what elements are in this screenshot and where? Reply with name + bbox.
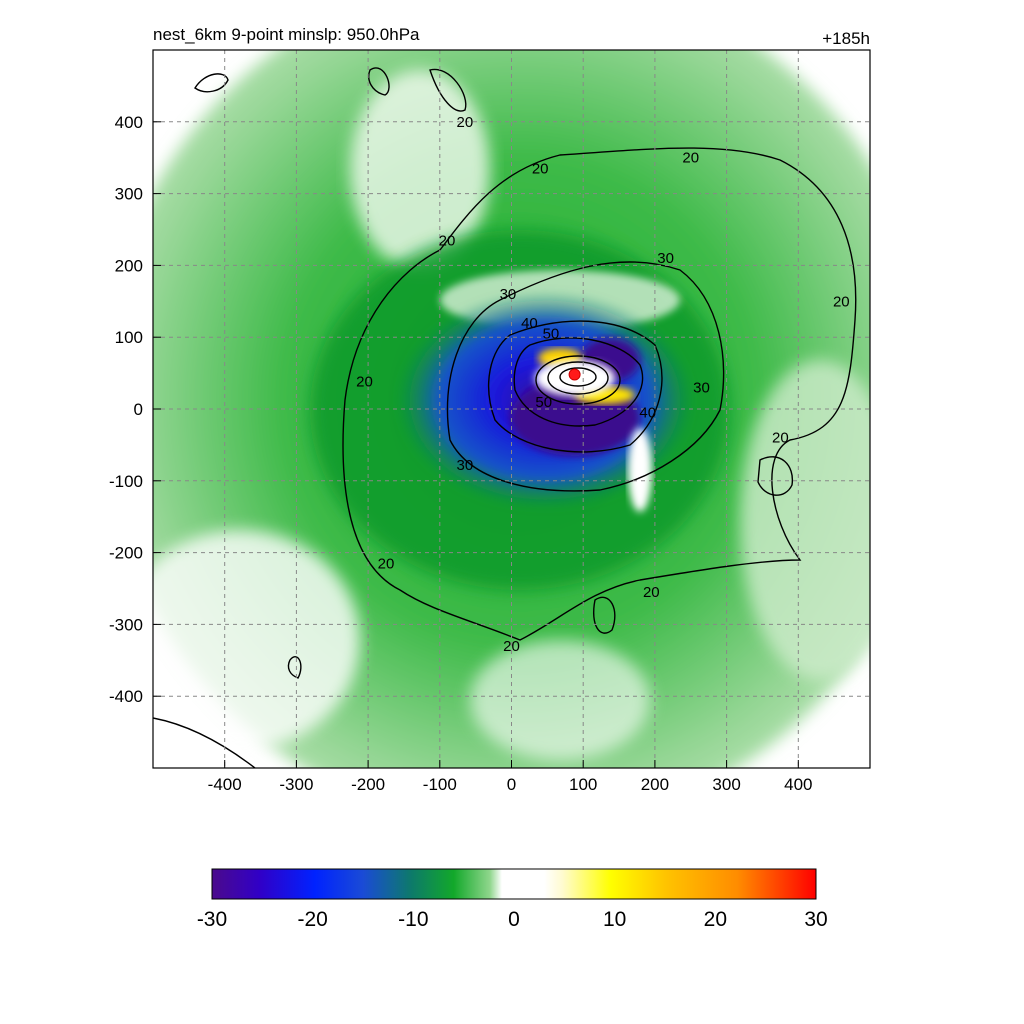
contour-label: 40 (639, 405, 656, 422)
contour-island (287, 656, 302, 679)
field-white-streak (628, 428, 652, 512)
x-tick-label: -300 (279, 775, 313, 794)
contour-label: 30 (500, 286, 517, 303)
field-light-patch (470, 640, 650, 760)
time-label: +185h (822, 29, 870, 48)
y-tick-label: 0 (134, 400, 143, 419)
contour-label: 20 (356, 374, 373, 391)
colorbar-tick-label: 30 (804, 908, 827, 931)
contour-label: 20 (378, 555, 395, 572)
y-tick-label: -100 (109, 472, 143, 491)
x-tick-label: -400 (208, 775, 242, 794)
contour-label: 20 (503, 638, 520, 655)
contour-corner (153, 717, 256, 768)
x-tick-label: 400 (784, 775, 812, 794)
contour-50 (513, 337, 644, 427)
y-tick-label: -400 (109, 687, 143, 706)
contour-label: 30 (457, 457, 474, 474)
y-tick-label: 100 (115, 328, 143, 347)
y-tick-label: -200 (109, 544, 143, 563)
colorbar-tick-label: 0 (508, 908, 520, 931)
field-light-patch (350, 70, 490, 270)
contour-inner (535, 355, 621, 405)
colorbar-tick-label: -20 (297, 908, 327, 931)
colorbar-tick-label: -30 (197, 908, 227, 931)
contour-30 (446, 261, 725, 492)
x-tick-label: 0 (507, 775, 516, 794)
contour-label: 50 (535, 394, 552, 411)
contour-island (194, 73, 229, 93)
plot-area (153, 50, 870, 768)
contour-island (757, 456, 794, 496)
contour-label: 30 (693, 379, 710, 396)
colorbar-gradient (211, 868, 817, 900)
x-tick-label: -100 (423, 775, 457, 794)
contour-label: 20 (643, 584, 660, 601)
contour-label: 20 (682, 150, 699, 167)
chart-title: nest_6km 9-point minslp: 950.0hPa (153, 25, 420, 44)
field-light-patch (153, 530, 360, 750)
contour-label: 20 (457, 114, 474, 131)
contour-40 (488, 320, 663, 453)
contour-island (368, 67, 390, 96)
contour-label: 20 (833, 293, 850, 310)
x-axis: -400 -300 -200 -100 0 100 200 300 400 (208, 760, 812, 794)
contour-label: 20 (439, 232, 456, 249)
contour-label: 50 (543, 326, 560, 343)
y-tick-label: 400 (115, 113, 143, 132)
colorbar-tick-label: 10 (603, 908, 626, 931)
x-tick-label: 100 (569, 775, 597, 794)
contour-label: 40 (521, 315, 538, 332)
colorbar-tick-label: 20 (704, 908, 727, 931)
colorbar: -30 -20 -10 0 10 20 30 (197, 868, 828, 931)
x-tick-label: 200 (641, 775, 669, 794)
y-tick-label: 300 (115, 185, 143, 204)
contour-inner (547, 361, 609, 395)
y-tick-label: 200 (115, 256, 143, 275)
colorbar-tick-label: -10 (398, 908, 428, 931)
contour-inner (559, 367, 597, 387)
x-tick-label: -200 (351, 775, 385, 794)
contour-20-outer (342, 147, 857, 641)
contour-label: 20 (772, 430, 789, 447)
contour-label: 30 (657, 250, 674, 267)
contour-island (593, 596, 616, 634)
storm-center-marker (568, 368, 581, 381)
contour-label: 20 (532, 160, 549, 177)
field-light-patch (740, 360, 870, 680)
y-tick-label: -300 (109, 615, 143, 634)
colorbar-ticks: -30 -20 -10 0 10 20 30 (197, 908, 828, 931)
y-axis: -400 -300 -200 -100 0 100 200 300 400 (109, 113, 161, 706)
x-tick-label: 300 (712, 775, 740, 794)
